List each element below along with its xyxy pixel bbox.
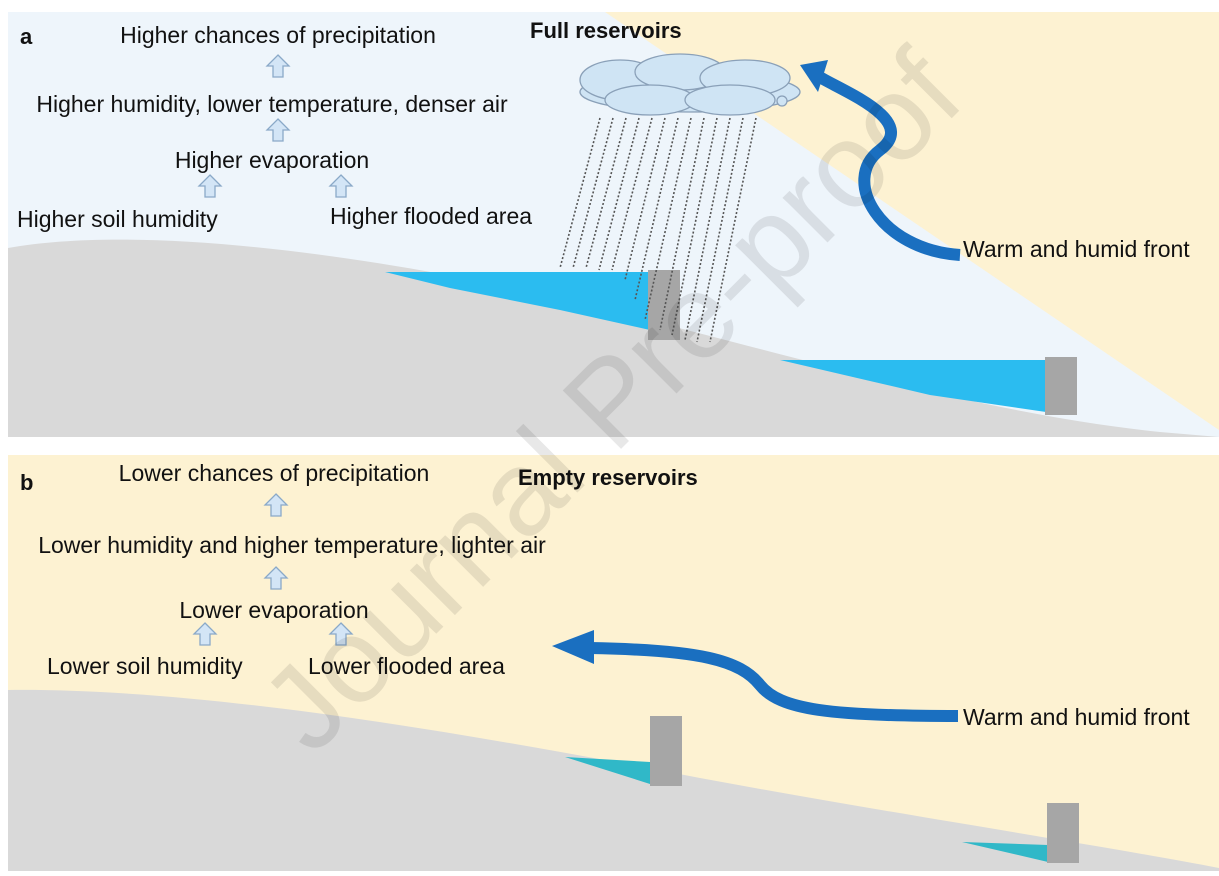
reservoir-water [565, 757, 650, 784]
rain [559, 117, 757, 343]
cloud [579, 53, 801, 116]
front-arrow [814, 70, 961, 261]
shape [684, 117, 731, 341]
dam [1045, 357, 1077, 415]
ground [8, 239, 1219, 437]
panel-title: Full reservoirs [530, 18, 682, 43]
reservoir-water [385, 272, 650, 330]
arrow-head [552, 630, 594, 664]
shape [559, 117, 601, 269]
shape [634, 117, 679, 301]
chain-text: Higher flooded area [330, 203, 532, 229]
ground [8, 689, 1219, 871]
shape [776, 95, 788, 107]
dam [650, 716, 682, 786]
panel-label: a [20, 24, 33, 49]
front-label: Warm and humid front [963, 236, 1190, 262]
dam [1047, 803, 1079, 863]
chain-text: Lower humidity and higher temperature, l… [38, 532, 546, 558]
shape [659, 117, 705, 331]
dam [648, 270, 680, 340]
shape [644, 117, 692, 321]
chain-text: Lower soil humidity [47, 653, 243, 679]
shape [604, 84, 696, 116]
front-label: Warm and humid front [963, 704, 1190, 730]
shape [671, 117, 718, 336]
chain-text: Higher soil humidity [17, 206, 218, 232]
chain-text: Higher humidity, lower temperature, dens… [36, 91, 508, 117]
shape [684, 84, 776, 116]
warm-air [605, 12, 1219, 430]
panel-label: b [20, 470, 33, 495]
shape [585, 117, 627, 269]
front-arrow [589, 642, 959, 722]
shape [572, 117, 614, 269]
panel-title: Empty reservoirs [518, 465, 698, 490]
panel-a: a Full reservoirs Higher chances of prec… [8, 12, 1219, 437]
panel-b: b Empty reservoirs Lower chances of prec… [8, 455, 1219, 871]
chain-text: Lower flooded area [308, 653, 505, 679]
reservoir-water [780, 360, 1046, 412]
reservoir-water [962, 842, 1048, 862]
chain-text: Lower chances of precipitation [119, 460, 430, 486]
chain-text: Lower evaporation [179, 597, 368, 623]
chain-text: Higher chances of precipitation [120, 22, 436, 48]
arrow-head [800, 60, 828, 92]
chain-text: Higher evaporation [175, 147, 369, 173]
